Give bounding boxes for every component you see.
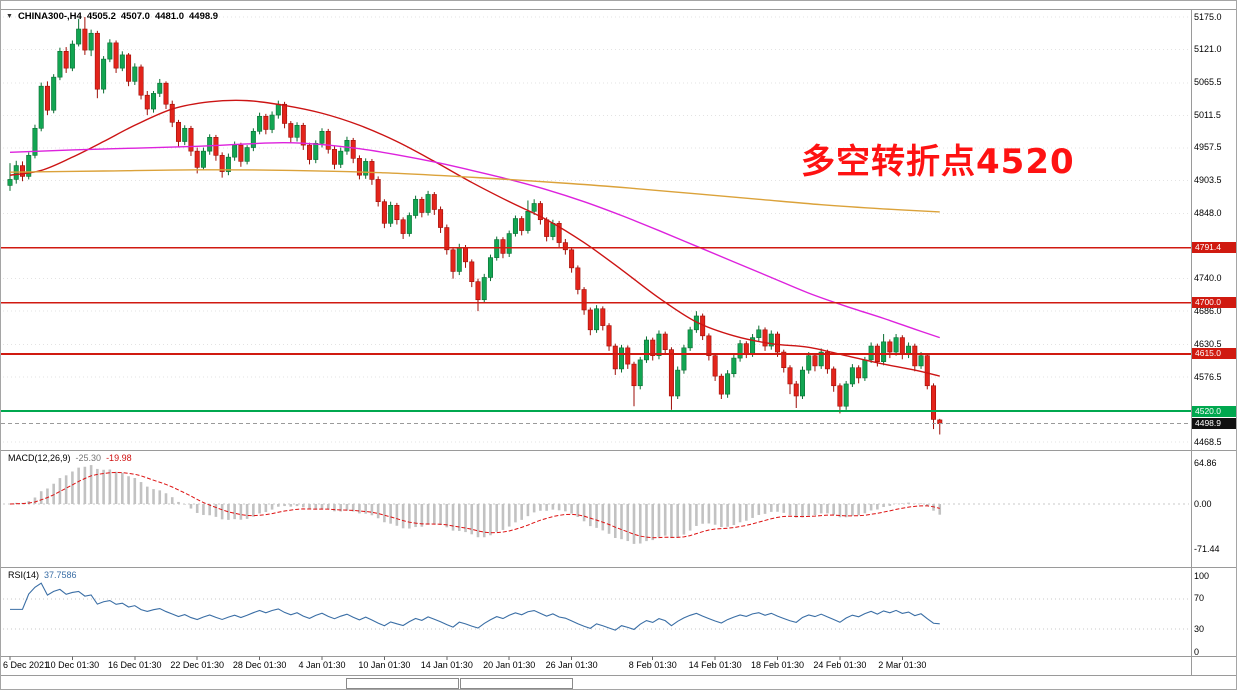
rsi-scale-label: 0 (1194, 646, 1200, 657)
time-axis-label: 28 Dec 01:30 (232, 660, 287, 670)
macd-title: MACD(12,26,9) (8, 453, 71, 463)
price-axis-label: 4630.5 (1194, 339, 1222, 350)
macd-scale-label: -71.44 (1194, 543, 1220, 554)
time-axis-label: 14 Feb 01:30 (688, 660, 742, 670)
price-axis-label: 5011.5 (1194, 109, 1221, 120)
price-axis-label: 5121.0 (1194, 43, 1222, 54)
time-axis-label: 8 Feb 01:30 (628, 660, 677, 670)
rsi-scale-label: 70 (1194, 593, 1205, 604)
time-axis-label: 2 Mar 01:30 (878, 660, 927, 670)
price-level-badge: 4615.0 (1192, 348, 1236, 360)
rsi-scale-label: 30 (1194, 623, 1205, 634)
time-axis-label: 18 Feb 01:30 (750, 660, 805, 670)
price-axis-label: 4576.5 (1194, 371, 1222, 382)
open-value: 4505.2 (86, 11, 116, 22)
time-axis-label: 22 Dec 01:30 (170, 660, 224, 670)
time-axis[interactable]: 6 Dec 2021 10 Dec 01:30 16 Dec 01:30 22 Dec… (1, 660, 1191, 675)
close-value: 4498.9 (189, 11, 219, 22)
macd-main-value: -25.30 (75, 453, 102, 463)
price-axis-label: 4686.0 (1194, 305, 1222, 316)
rsi-scale-label: 100 (1194, 570, 1210, 581)
time-axis-label: 14 Jan 01:30 (420, 660, 473, 670)
time-axis-label: 24 Feb 01:30 (813, 660, 867, 670)
current-price-badge: 4498.9 (1192, 418, 1236, 430)
price-axis-label: 4740.0 (1194, 273, 1222, 284)
high-value: 4507.0 (120, 11, 150, 22)
price-axis-label: 5065.5 (1194, 77, 1222, 88)
time-axis-label: 4 Jan 01:30 (298, 660, 346, 670)
time-axis-label: 10 Jan 01:30 (358, 660, 411, 670)
chart-header: ▼ CHINA300-,H4 4505.2 4507.0 4481.0 4498… (6, 11, 218, 22)
rsi-value: 37.7586 (44, 570, 77, 580)
price-axis-label: 4848.0 (1194, 208, 1222, 219)
price-level-badge: 4520.0 (1192, 405, 1236, 417)
price-axis-label: 4903.5 (1194, 174, 1222, 185)
price-level-badge: 4791.4 (1192, 242, 1236, 254)
collapse-icon[interactable]: ▼ (6, 13, 13, 20)
status-bar-cell-1 (346, 678, 459, 689)
time-axis-label: 10 Dec 01:30 (45, 660, 100, 670)
macd-indicator-label: MACD(12,26,9) -25.30 -19.98 (8, 453, 132, 463)
rsi-indicator-label: RSI(14) 37.7586 (8, 570, 77, 580)
low-value: 4481.0 (154, 11, 185, 22)
macd-signal-value: -19.98 (106, 453, 132, 463)
time-axis-label: 20 Jan 01:30 (483, 660, 536, 670)
time-axis-label: 6 Dec 2021 (3, 660, 50, 670)
time-axis-label: 26 Jan 01:30 (545, 660, 598, 670)
macd-scale-label: 0.00 (1194, 498, 1212, 509)
rsi-title: RSI(14) (8, 570, 40, 580)
price-level-badge: 4700.0 (1192, 297, 1236, 309)
status-bar-cell-2 (460, 678, 573, 689)
symbol-timeframe-label: CHINA300-,H4 (17, 11, 82, 22)
price-axis-label: 4957.5 (1194, 142, 1222, 153)
time-axis-label: 16 Dec 01:30 (108, 660, 162, 670)
text-annotation[interactable]: 多空转折点4520 (801, 142, 1075, 182)
price-axis[interactable]: 5175.0 5121.0 5065.5 5011.5 4957.5 4903.5 4848… (1192, 1, 1236, 676)
macd-scale-label: 64.86 (1194, 457, 1217, 468)
price-axis-label: 5175.0 (1194, 11, 1222, 22)
price-axis-label: 4468.5 (1194, 436, 1222, 447)
